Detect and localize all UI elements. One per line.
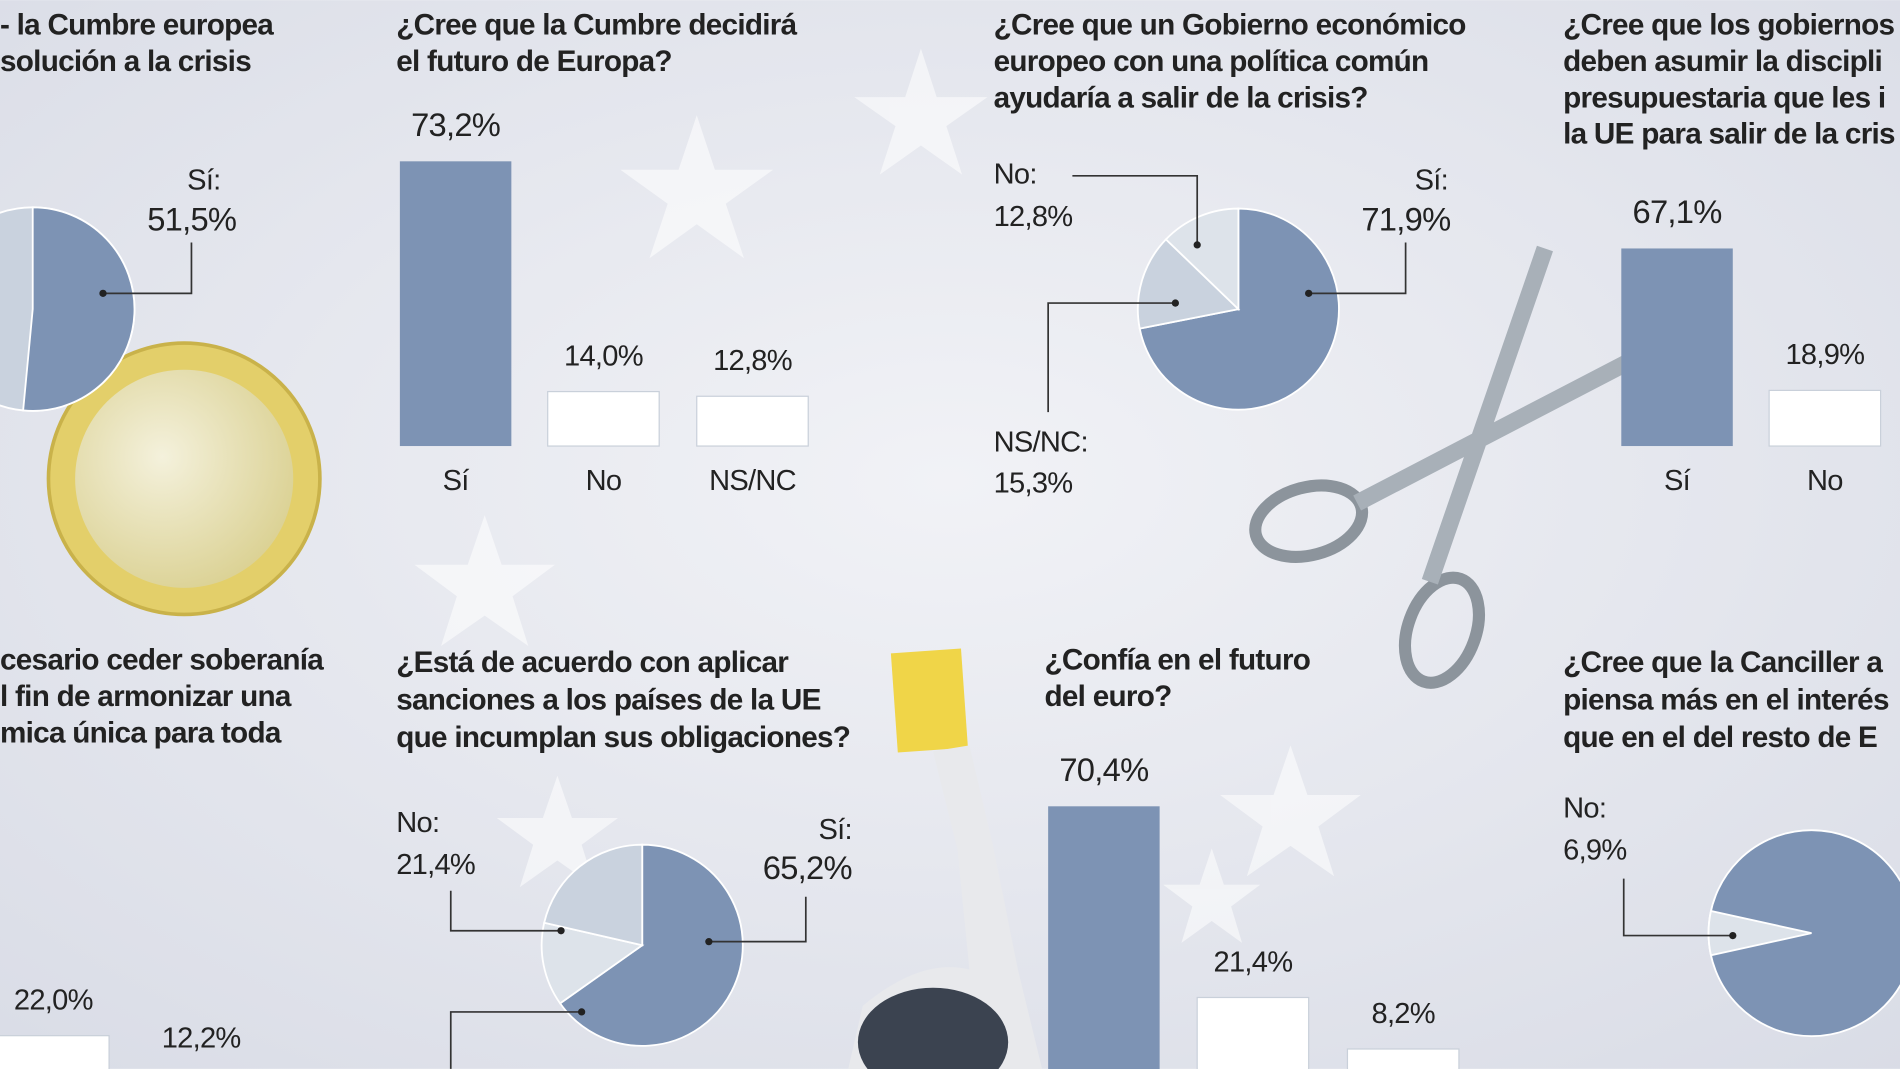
pie-slice bbox=[543, 843, 644, 947]
leader-line bbox=[449, 890, 562, 932]
bar bbox=[547, 390, 660, 447]
value-label: 8,2% bbox=[1372, 998, 1435, 1030]
category-label: No: bbox=[396, 807, 439, 839]
chart-title: que incumplan sus obligaciones? bbox=[396, 721, 850, 754]
category-label: Sí: bbox=[818, 814, 851, 846]
bar bbox=[696, 395, 809, 447]
category-label: Sí bbox=[1664, 465, 1691, 497]
leader-dot bbox=[1305, 289, 1313, 297]
category-label: NS/NC bbox=[709, 465, 796, 497]
pie-slice bbox=[558, 843, 744, 1047]
category-label: Sí: bbox=[1415, 165, 1448, 197]
chart-title: l fin de armonizar una bbox=[0, 680, 292, 713]
category-label: NS/NC: bbox=[994, 426, 1088, 458]
category-label: No bbox=[586, 465, 622, 497]
value-label: 70,4% bbox=[1059, 751, 1148, 788]
chart-title: mica única para toda bbox=[0, 716, 282, 749]
value-label: 12,2% bbox=[162, 1022, 241, 1054]
value-label: 15,3% bbox=[994, 468, 1073, 500]
chart-title: ¿Cree que los gobiernos bbox=[1563, 9, 1894, 42]
category-label: No: bbox=[994, 159, 1037, 191]
value-label: 51,5% bbox=[147, 201, 236, 238]
value-label: 14,0% bbox=[564, 340, 643, 372]
leader-dot bbox=[1171, 299, 1180, 307]
value-label: 21,4% bbox=[1214, 946, 1293, 978]
leader-dot bbox=[557, 927, 565, 935]
category-label: No bbox=[1807, 465, 1843, 497]
value-label: 65,2% bbox=[763, 849, 852, 886]
chart-title: cesario ceder soberanía bbox=[0, 644, 324, 677]
stars bbox=[414, 48, 1361, 943]
chart-title: - la Cumbre europea bbox=[0, 9, 274, 42]
category-label: No: bbox=[1563, 792, 1606, 824]
value-label: 18,9% bbox=[1785, 339, 1864, 371]
bar bbox=[1768, 389, 1882, 447]
bar bbox=[1346, 1048, 1460, 1069]
value-label: 67,1% bbox=[1632, 193, 1721, 230]
leader-dot bbox=[1729, 931, 1737, 940]
pie-slice bbox=[1707, 909, 1812, 957]
leader-line bbox=[1622, 878, 1733, 937]
value-label: 6,9% bbox=[1563, 835, 1626, 867]
chart-title: presupuestaria que les i bbox=[1563, 81, 1885, 114]
chart-title: piensa más en el interés bbox=[1563, 684, 1889, 717]
chart-title: ayudaría a salir de la crisis? bbox=[994, 81, 1368, 114]
chart-title: la UE para salir de la cris bbox=[1563, 118, 1895, 151]
leader-dot bbox=[577, 1008, 586, 1016]
pie-slice bbox=[1136, 238, 1241, 330]
chart-title: el futuro de Europa? bbox=[396, 45, 672, 78]
bar bbox=[1621, 248, 1733, 447]
chart-title: solución a la crisis bbox=[0, 45, 251, 78]
referee-head bbox=[857, 987, 1009, 1069]
value-label: 12,8% bbox=[713, 345, 792, 377]
category-label: Sí: bbox=[187, 165, 220, 197]
chart-title: ¿Está de acuerdo con aplicar bbox=[396, 646, 789, 679]
bar bbox=[399, 161, 512, 447]
leader-dot bbox=[705, 938, 713, 946]
euro-coin bbox=[46, 341, 322, 617]
leader-line bbox=[708, 896, 807, 943]
value-label: 73,2% bbox=[411, 106, 500, 143]
value-label: 71,9% bbox=[1361, 201, 1450, 238]
bar bbox=[1196, 996, 1310, 1069]
chart-title: ¿Confía en el futuro bbox=[1045, 644, 1311, 677]
yellow-card bbox=[890, 648, 968, 753]
leader-line bbox=[1308, 242, 1407, 295]
category-label: Sí bbox=[443, 465, 470, 497]
chart-title: europeo con una política común bbox=[994, 45, 1429, 78]
leader-line bbox=[102, 242, 193, 295]
scissors bbox=[1249, 245, 1664, 689]
bar bbox=[1048, 806, 1160, 1069]
leader-line bbox=[449, 1011, 582, 1069]
chart-title: sanciones a los países de la UE bbox=[396, 684, 820, 717]
referee-arm bbox=[848, 745, 1043, 1069]
leader-line bbox=[1047, 302, 1176, 413]
pie-slice bbox=[22, 206, 136, 412]
leader-dot bbox=[99, 289, 107, 297]
value-label: 22,0% bbox=[14, 984, 93, 1016]
chart-title: ¿Cree que un Gobierno económico bbox=[994, 9, 1466, 42]
chart-title: deben asumir la discipli bbox=[1563, 45, 1882, 78]
leader-dot bbox=[1193, 241, 1201, 249]
chart-title: que en el del resto de E bbox=[1563, 721, 1877, 754]
bar bbox=[0, 1035, 110, 1069]
pie-slice bbox=[540, 921, 645, 1005]
pie-slice bbox=[1164, 207, 1240, 312]
value-label: 12,8% bbox=[994, 201, 1073, 233]
chart-title: ¿Cree que la Canciller a bbox=[1563, 646, 1883, 679]
value-label: 21,4% bbox=[396, 849, 475, 881]
chart-title: del euro? bbox=[1045, 680, 1172, 713]
chart-title: ¿Cree que la Cumbre decidirá bbox=[396, 9, 797, 42]
leader-line bbox=[1072, 174, 1199, 245]
